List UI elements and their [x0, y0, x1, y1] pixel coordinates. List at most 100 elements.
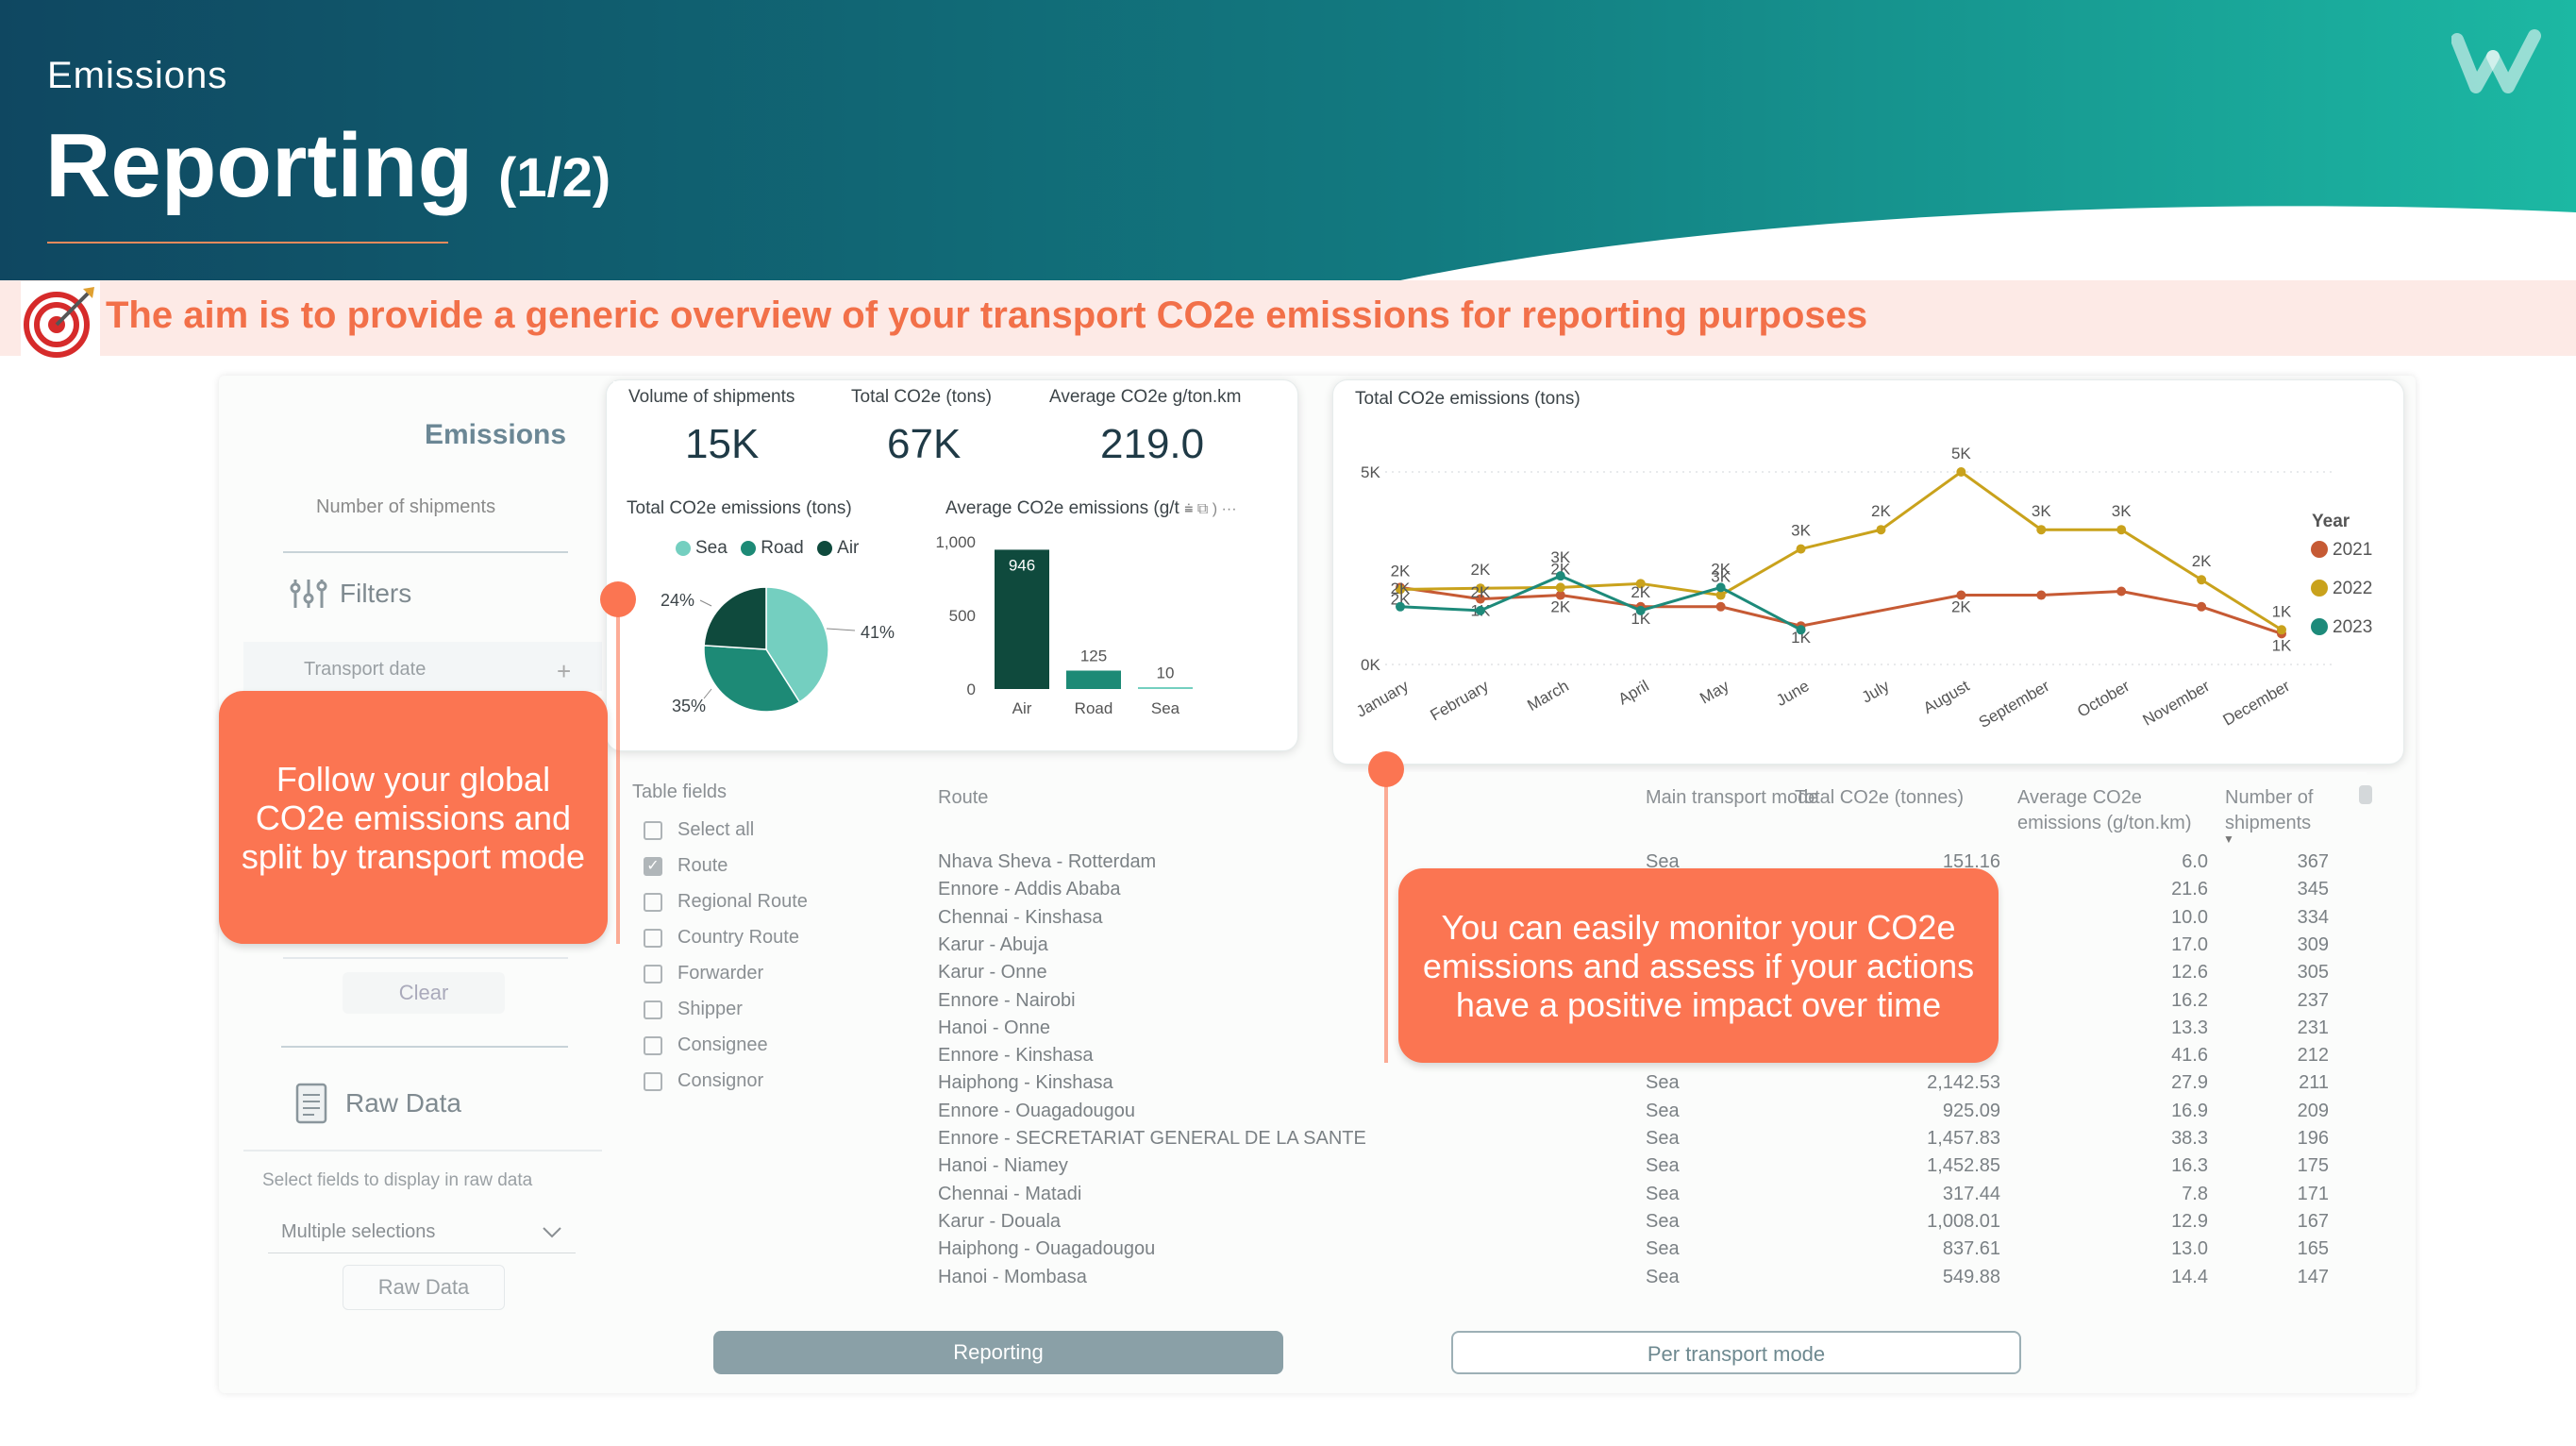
brand-logo-icon	[2451, 29, 2541, 93]
data-point-2021[interactable]	[1956, 590, 1966, 600]
x-tick-label: November	[2140, 677, 2214, 730]
cell-avg-co2e: 6.0	[2182, 851, 2208, 872]
data-point-2022[interactable]	[1956, 467, 1966, 477]
data-point-2023[interactable]	[1715, 582, 1726, 593]
col-header-mode[interactable]: Main transport mode	[1646, 787, 1819, 808]
data-point-2022[interactable]	[1475, 583, 1485, 594]
table-field-option[interactable]: Regional Route	[644, 891, 808, 913]
nav-reporting-button[interactable]: Reporting	[713, 1331, 1283, 1374]
col-header-average[interactable]: Average CO2e emissions (g/ton.km)	[2017, 787, 2192, 833]
table-row[interactable]: Haiphong - Kinshasa Sea 2,142.53 27.9 211	[923, 1072, 2338, 1100]
table-row[interactable]: Hanoi - Mombasa Sea 549.88 14.4 147	[923, 1267, 2338, 1294]
bar-sea[interactable]	[1138, 687, 1193, 689]
bar-road[interactable]	[1066, 670, 1121, 690]
table-field-option[interactable]: Forwarder	[644, 963, 763, 984]
table-row[interactable]: Ennore - Addis Ababa 21.6 345	[923, 879, 2338, 906]
checkbox[interactable]	[644, 1000, 662, 1019]
table-field-option[interactable]: Country Route	[644, 927, 799, 949]
table-row[interactable]: Haiphong - Ouagadougou Sea 837.61 13.0 165	[923, 1238, 2338, 1266]
table-row[interactable]: Hanoi - Onne 13.3 231	[923, 1017, 2338, 1045]
table-field-option[interactable]: Shipper	[644, 999, 743, 1020]
checkbox[interactable]	[644, 892, 662, 912]
data-point-2021[interactable]	[1475, 594, 1485, 604]
legend-label-2022[interactable]: 2022	[2333, 579, 2372, 598]
cell-total-co2e: 1,452.85	[1927, 1155, 2000, 1177]
data-point-2022[interactable]	[2277, 625, 2286, 635]
page-title-suffix: (1/2)	[497, 147, 611, 209]
data-point-2023[interactable]	[1555, 571, 1565, 581]
table-row[interactable]: Karur - Douala Sea 1,008.01 12.9 167	[923, 1211, 2338, 1238]
table-row[interactable]: Chennai - Kinshasa 10.0 334	[923, 907, 2338, 934]
series-line-2022[interactable]	[1399, 470, 2283, 631]
series-line-2021[interactable]	[1399, 585, 2283, 635]
data-point-2022[interactable]	[1396, 584, 1405, 595]
pie-slice-air[interactable]	[703, 586, 767, 650]
series-line-2023[interactable]	[1399, 574, 1802, 631]
legend-dot-2021	[2311, 541, 2328, 558]
data-point-2022[interactable]	[2197, 575, 2207, 585]
table-row[interactable]: Chennai - Matadi Sea 317.44 7.8 171	[923, 1184, 2338, 1211]
data-point-2023[interactable]	[1396, 601, 1405, 612]
data-point-2021[interactable]	[2036, 590, 2047, 600]
table-row[interactable]: Ennore - Nairobi 16.2 237	[923, 990, 2338, 1017]
checkbox[interactable]	[644, 1035, 662, 1055]
table-row[interactable]: Ennore - SECRETARIAT GENERAL DE LA SANTE…	[923, 1128, 2338, 1155]
data-point-2021[interactable]	[1555, 590, 1565, 600]
legend-item-sea: Sea	[676, 538, 728, 559]
raw-data-fields-dropdown[interactable]: Multiple selections	[268, 1212, 576, 1253]
dropdown-value: Multiple selections	[281, 1221, 436, 1242]
filter-focus-icons[interactable]: ⩧ ⧉ ) ···	[1184, 501, 1237, 517]
table-row[interactable]: Ennore - Kinshasa 41.6 212	[923, 1045, 2338, 1072]
checkbox[interactable]	[644, 964, 662, 984]
data-point-2022[interactable]	[1715, 590, 1726, 600]
table-row[interactable]: Karur - Abuja 17.0 309	[923, 934, 2338, 962]
cell-route: Karur - Douala	[938, 1210, 1062, 1232]
checkbox[interactable]	[644, 1071, 662, 1091]
raw-data-header: Raw Data	[294, 1082, 461, 1125]
expand-plus-icon[interactable]: +	[557, 657, 572, 685]
data-point-2023[interactable]	[1796, 625, 1806, 635]
legend-label-2021[interactable]: 2021	[2333, 540, 2372, 560]
raw-data-button[interactable]: Raw Data	[343, 1265, 505, 1310]
pie-slice-road[interactable]	[703, 645, 801, 713]
data-label: 1K	[2272, 636, 2292, 654]
data-point-2022[interactable]	[1876, 525, 1886, 535]
data-point-2021[interactable]	[1715, 601, 1726, 612]
checkbox[interactable]	[644, 820, 662, 840]
cell-total-co2e: 151.16	[1942, 851, 2000, 872]
table-row[interactable]: Hanoi - Niamey Sea 1,452.85 16.3 175	[923, 1155, 2338, 1183]
pie-legend: Sea Road Air	[676, 538, 868, 561]
nav-per-transport-mode-button[interactable]: Per transport mode	[1451, 1331, 2021, 1374]
col-header-shipments[interactable]: Number of shipments	[2225, 787, 2314, 833]
checkbox-checked[interactable]: ✓	[644, 856, 662, 876]
bar-air[interactable]	[995, 549, 1049, 689]
table-scrollbar[interactable]	[2359, 785, 2372, 804]
cell-route: Nhava Sheva - Rotterdam	[938, 851, 1157, 872]
table-row[interactable]: Nhava Sheva - Rotterdam Sea 151.16 6.0 367	[923, 851, 2338, 879]
clear-button[interactable]: Clear	[343, 972, 505, 1014]
data-point-2022[interactable]	[2116, 525, 2127, 535]
table-row[interactable]: Ennore - Ouagadougou Sea 925.09 16.9 209	[923, 1101, 2338, 1128]
data-point-2022[interactable]	[1555, 582, 1565, 593]
legend-dot-sea	[676, 541, 691, 556]
data-point-2022[interactable]	[1796, 544, 1806, 554]
cell-total-co2e: 1,008.01	[1927, 1210, 2000, 1232]
col-header-route[interactable]: Route	[938, 787, 989, 808]
table-row[interactable]: Karur - Onne 12.6 305	[923, 962, 2338, 989]
table-field-option[interactable]: ✓ Route	[644, 855, 728, 877]
transport-date-row[interactable]	[243, 642, 602, 691]
data-point-2022[interactable]	[1635, 579, 1646, 589]
data-point-2021[interactable]	[2197, 601, 2207, 612]
table-field-option[interactable]: Select all	[644, 819, 754, 841]
legend-label-2023[interactable]: 2023	[2333, 617, 2372, 637]
data-point-2023[interactable]	[1475, 605, 1485, 615]
data-point-2021[interactable]	[2116, 586, 2127, 597]
table-field-option[interactable]: Consignor	[644, 1070, 763, 1092]
data-point-2022[interactable]	[2036, 525, 2047, 535]
table-field-option[interactable]: Consignee	[644, 1034, 768, 1056]
col-header-total[interactable]: Total CO2e (tonnes)	[1795, 787, 1964, 808]
checkbox[interactable]	[644, 928, 662, 948]
filters-header[interactable]: Filters	[289, 578, 411, 610]
callout-marker-dot	[1368, 751, 1404, 787]
data-point-2023[interactable]	[1635, 605, 1646, 615]
